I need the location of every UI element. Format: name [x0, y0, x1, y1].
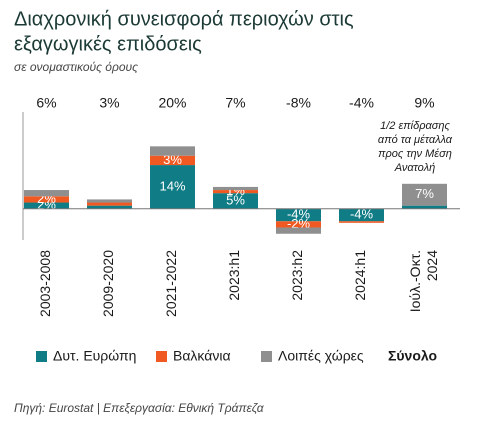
legend-swatch [156, 351, 167, 362]
value-label: -4% [287, 206, 311, 221]
annotation: προς την Μέση [378, 148, 452, 160]
x-tick-label: 2021-2022 [163, 250, 179, 317]
bar-segment [402, 183, 447, 206]
chart-title: Διαχρονική συνεισφορά περιοχών στις [14, 8, 354, 30]
value-label: 5% [226, 192, 245, 207]
total-label: 3% [99, 95, 119, 111]
legend-label: Βαλκάνια [173, 348, 231, 364]
legend-label: Σύνολο [388, 348, 437, 364]
value-label: -4% [350, 206, 374, 221]
chart-subtitle: σε ονομαστικούς όρους [14, 60, 138, 74]
bar-segment [87, 205, 132, 209]
total-label: 9% [414, 95, 434, 111]
bar-segment [150, 155, 195, 166]
bar-segment [339, 221, 384, 223]
bar-segment [24, 190, 69, 197]
total-label: 20% [158, 95, 186, 111]
source: Πηγή: Eurostat | Επεξεργασία: Εθνική Τρά… [14, 401, 265, 415]
bar-segment [24, 202, 69, 209]
total-label: -8% [286, 95, 311, 111]
total-label: 7% [225, 95, 245, 111]
bar-segment [87, 202, 132, 206]
annotation: 1/2 επίδρασης [380, 120, 450, 132]
x-tick-label: 2023:h2 [289, 250, 305, 301]
value-label: 7% [415, 186, 434, 201]
bar-segment [213, 193, 258, 209]
bar-segment [276, 208, 321, 222]
bar-segment [276, 221, 321, 228]
legend-label: Δυτ. Ευρώπη [53, 348, 136, 364]
bar-segment [150, 146, 195, 156]
bar-segment [24, 196, 69, 203]
x-tick-label: 2024:h1 [352, 250, 368, 301]
legend-label: Λοιπές χώρες [278, 348, 364, 364]
bar-segment [150, 165, 195, 209]
bar-segment [213, 186, 258, 191]
bar-segment [213, 190, 258, 194]
value-label: 1% [226, 183, 245, 198]
annotation: από τα μέταλλα [378, 134, 453, 146]
legend-swatch [36, 351, 47, 362]
bar-segment [276, 227, 321, 234]
bar-segment [402, 205, 447, 209]
total-label: 6% [36, 95, 56, 111]
total-label: -4% [349, 95, 374, 111]
bar-segment [339, 208, 384, 222]
legend-swatch [261, 351, 272, 362]
chart-title: εξαγωγικές επιδόσεις [14, 33, 202, 55]
value-label: -2% [287, 216, 311, 231]
annotation: Ανατολή [394, 162, 436, 174]
x-tick-label: 2003-2008 [37, 250, 53, 317]
x-tick-label: Ιούλ.-Οκτ. 2024 [407, 250, 440, 312]
x-tick-label: 2023:h1 [226, 250, 242, 301]
x-tick-label: 2009-2020 [100, 250, 116, 317]
bar-segment [87, 199, 132, 203]
value-label: 14% [159, 178, 185, 193]
